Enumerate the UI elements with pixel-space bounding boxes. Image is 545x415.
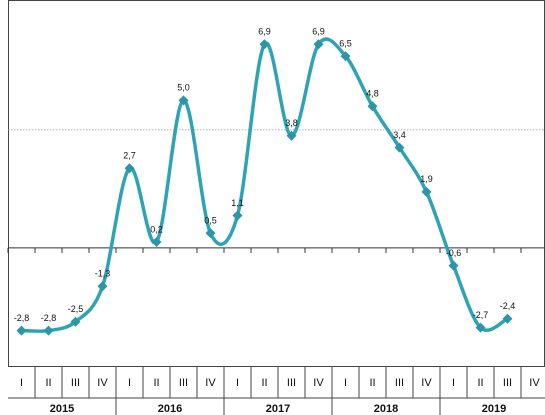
data-label: 6,9 [258, 27, 271, 37]
data-label: 0,2 [150, 224, 163, 234]
x-tick-label: III [395, 377, 404, 389]
x-tick-label: IV [205, 377, 216, 389]
data-label: -1,3 [95, 269, 111, 279]
data-label: 2,7 [123, 151, 136, 161]
x-tick-label: III [179, 377, 188, 389]
data-label: -2,5 [68, 304, 84, 314]
point-marker [205, 228, 216, 239]
point-marker [178, 95, 189, 106]
data-label: -2,8 [14, 313, 30, 323]
point-marker [124, 163, 135, 174]
x-tick-label: I [128, 377, 131, 389]
point-marker [151, 237, 162, 248]
x-tick-label: III [287, 377, 296, 389]
point-marker [502, 313, 513, 324]
point-marker [16, 325, 27, 336]
data-label: -2,7 [473, 310, 489, 320]
data-label: 4,8 [366, 89, 379, 99]
point-marker [70, 316, 81, 327]
point-marker [286, 130, 297, 141]
data-label: -2,4 [500, 301, 516, 311]
x-tick-label: I [20, 377, 23, 389]
x-tick-label: I [452, 377, 455, 389]
data-label: 5,0 [177, 83, 190, 93]
year-label: 2017 [266, 403, 290, 415]
x-tick-label: II [45, 377, 51, 389]
point-marker [43, 325, 54, 336]
data-label: 3,4 [393, 130, 406, 140]
point-marker [232, 210, 243, 221]
data-label: 1,1 [231, 198, 244, 208]
x-tick-label: IV [529, 377, 540, 389]
data-label: -0,6 [446, 248, 462, 258]
x-tick-label: IV [313, 377, 324, 389]
year-label: 2019 [482, 403, 506, 415]
year-label: 2016 [158, 403, 182, 415]
point-marker [394, 142, 405, 153]
x-tick-label: III [71, 377, 80, 389]
x-tick-label: II [261, 377, 267, 389]
point-marker [340, 51, 351, 62]
year-label: 2015 [50, 403, 74, 415]
data-label: -2,8 [41, 313, 57, 323]
point-marker [367, 101, 378, 112]
data-label: 6,5 [339, 38, 352, 48]
x-tick-label: IV [421, 377, 432, 389]
series-line [21, 37, 509, 333]
x-tick-label: IV [97, 377, 108, 389]
x-tick-label: I [236, 377, 239, 389]
x-tick-label: II [153, 377, 159, 389]
point-marker [97, 281, 108, 292]
data-label: 1,9 [420, 174, 433, 184]
x-tick-label: II [477, 377, 483, 389]
point-marker [313, 39, 324, 50]
point-marker [448, 260, 459, 271]
point-marker [259, 39, 270, 50]
x-tick-label: III [503, 377, 512, 389]
data-label: 6,9 [312, 27, 325, 37]
point-marker [475, 322, 486, 333]
x-tick-label: II [369, 377, 375, 389]
data-label: 3,8 [285, 118, 298, 128]
point-marker [421, 186, 432, 197]
data-label: 0,5 [204, 216, 217, 226]
x-tick-label: I [344, 377, 347, 389]
year-label: 2018 [374, 403, 398, 415]
